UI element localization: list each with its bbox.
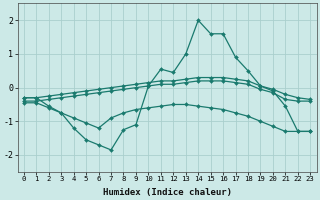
X-axis label: Humidex (Indice chaleur): Humidex (Indice chaleur) [103, 188, 232, 197]
